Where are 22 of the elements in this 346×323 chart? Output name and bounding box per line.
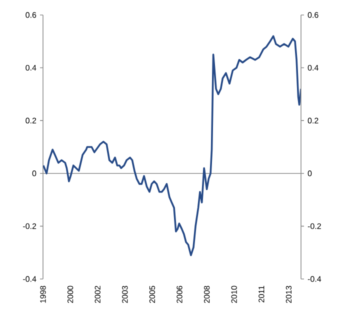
y-tick-label: -0.2 xyxy=(23,223,36,230)
x-tick-label: 2005 xyxy=(149,286,156,303)
y-tick-label: 0.4 xyxy=(26,64,36,71)
y2-tick-label: 0 xyxy=(308,170,312,176)
x-tick-label: 2002 xyxy=(94,286,100,303)
x-tick-label: 2003 xyxy=(122,286,128,303)
y-tick-label: 0 xyxy=(32,170,36,176)
x-tick-label: 2006 xyxy=(176,286,182,303)
y2-tick-label: 0.4 xyxy=(308,64,318,71)
y-tick-label: 0.2 xyxy=(26,118,36,124)
x-tick-label: 2013 xyxy=(286,286,292,303)
x-tick-label: 2010 xyxy=(231,286,237,303)
y2-tick-label: 0.2 xyxy=(308,118,318,124)
x-tick-label: 1998 xyxy=(40,286,46,303)
x-tick-label: 2000 xyxy=(67,286,74,303)
x-tick-label: 2008 xyxy=(204,286,210,303)
y2-tick-label: 0.6 xyxy=(308,12,318,18)
y-tick-label: -0.4 xyxy=(23,276,36,282)
y2-tick-label: -0.2 xyxy=(308,223,321,230)
x-tick-label: 2011 xyxy=(258,286,264,302)
y-tick-label: 0.6 xyxy=(26,12,36,18)
y2-tick-label: -0.4 xyxy=(308,276,322,282)
